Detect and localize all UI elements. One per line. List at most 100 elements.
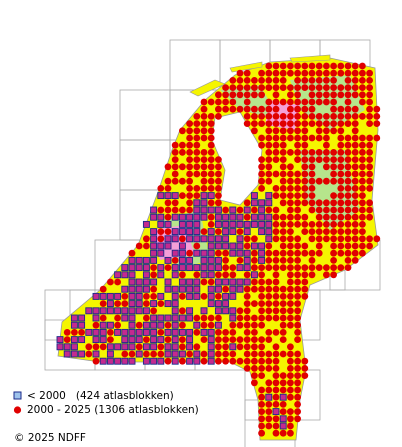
square-marker (128, 300, 136, 308)
square-marker (186, 336, 194, 344)
dot-marker (272, 393, 280, 401)
dot-marker (179, 206, 186, 214)
dot-marker (287, 242, 294, 250)
dot-marker (301, 271, 309, 279)
dot-marker (99, 343, 107, 351)
square-marker (214, 285, 222, 293)
dot-marker (265, 127, 273, 135)
square-marker (128, 278, 136, 286)
dot-marker (294, 278, 301, 286)
dot-marker (294, 62, 301, 70)
dot-marker (229, 329, 237, 336)
dot-marker (351, 156, 359, 164)
dot-marker (251, 285, 258, 293)
dot-marker (301, 62, 309, 70)
square-marker (222, 300, 230, 308)
dot-marker (279, 386, 287, 394)
dot-marker (272, 329, 280, 336)
dot-marker (308, 192, 316, 200)
square-marker (78, 350, 86, 358)
dot-marker (301, 105, 309, 113)
dot-marker (279, 235, 287, 243)
square-marker (114, 292, 122, 300)
dot-marker (351, 257, 359, 264)
dot-marker (279, 293, 287, 300)
dot-marker (344, 141, 352, 149)
dot-marker (337, 264, 345, 271)
dot-marker (279, 249, 287, 257)
dot-marker (200, 350, 208, 358)
dot-marker (330, 213, 337, 221)
dot-marker (229, 84, 237, 91)
dot-marker (315, 127, 323, 135)
dot-marker (301, 170, 309, 178)
dot-marker (258, 429, 265, 437)
square-marker (178, 249, 186, 257)
dot-marker (294, 350, 301, 358)
dot-marker (114, 314, 121, 322)
dot-marker (243, 242, 251, 250)
square-marker (265, 220, 273, 228)
dot-marker (143, 235, 150, 243)
dot-marker (171, 177, 179, 185)
square-marker (164, 235, 172, 243)
square-marker (193, 206, 201, 214)
dot-marker (294, 221, 301, 228)
dot-marker (215, 249, 222, 257)
dot-marker (265, 264, 273, 271)
dot-marker (272, 365, 280, 372)
dot-marker (287, 120, 294, 127)
dot-marker (287, 149, 294, 156)
square-marker (171, 264, 179, 272)
dot-marker (164, 163, 172, 171)
dot-marker (229, 357, 237, 365)
square-marker (92, 292, 100, 300)
dot-marker (287, 170, 294, 178)
dot-marker (359, 177, 366, 185)
dot-marker (294, 149, 301, 156)
dot-marker (150, 293, 158, 300)
dot-marker (215, 357, 222, 365)
square-marker (229, 285, 237, 293)
dot-marker (207, 213, 215, 221)
dot-marker (272, 206, 280, 214)
legend-dot-icon (13, 406, 22, 414)
dot-marker (330, 249, 337, 257)
dot-marker (265, 120, 273, 127)
square-marker (186, 285, 194, 293)
dot-marker (330, 242, 337, 250)
square-marker (193, 264, 201, 272)
dot-marker (251, 91, 258, 99)
dot-marker (330, 62, 337, 70)
dot-marker (243, 113, 251, 120)
dot-marker (344, 156, 352, 164)
square-marker (243, 278, 251, 286)
dot-marker (186, 163, 194, 171)
square-marker (214, 206, 222, 214)
dot-marker (308, 221, 316, 228)
dot-marker (337, 127, 345, 135)
dot-marker (150, 307, 158, 315)
dot-marker (294, 185, 301, 192)
square-marker (157, 357, 165, 365)
dot-marker (308, 228, 316, 236)
square-marker (114, 307, 122, 315)
square-marker (265, 235, 273, 243)
square-marker (222, 292, 230, 300)
square-marker (243, 228, 251, 236)
dot-marker (272, 221, 280, 228)
dot-marker (186, 350, 194, 358)
dot-marker (373, 113, 381, 120)
dot-marker (200, 149, 208, 156)
dot-marker (251, 379, 258, 387)
dot-marker (301, 264, 309, 271)
legend-label: 2000 - 2025 (1306 atlasblokken) (27, 404, 199, 416)
dot-marker (315, 156, 323, 164)
square-marker (186, 256, 194, 264)
square-marker (171, 292, 179, 300)
dot-marker (222, 206, 230, 214)
dot-marker (308, 120, 316, 127)
dot-marker (135, 343, 143, 351)
dot-marker (99, 285, 107, 293)
dot-marker (272, 84, 280, 91)
